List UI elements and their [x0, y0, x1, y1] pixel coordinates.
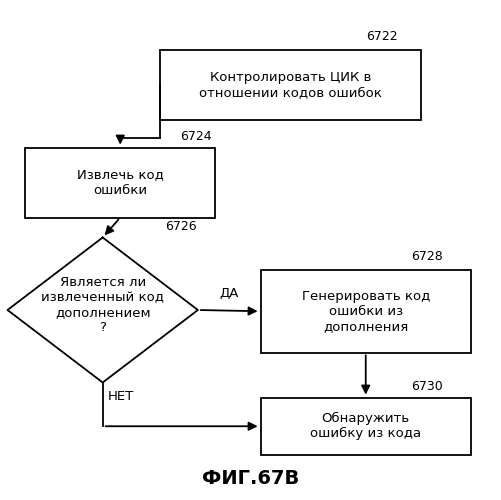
Text: 6728: 6728 — [411, 250, 442, 264]
Text: ДА: ДА — [219, 287, 239, 300]
Text: Извлечь код
ошибки: Извлечь код ошибки — [77, 168, 164, 196]
Text: Контролировать ЦИК в
отношении кодов ошибок: Контролировать ЦИК в отношении кодов оши… — [199, 71, 382, 99]
FancyBboxPatch shape — [261, 398, 471, 455]
Text: 6730: 6730 — [411, 380, 442, 392]
FancyBboxPatch shape — [160, 50, 421, 120]
Text: 6726: 6726 — [165, 220, 197, 232]
Text: 6724: 6724 — [180, 130, 212, 142]
Text: ФИГ.67В: ФИГ.67В — [202, 468, 299, 487]
Text: Генерировать код
ошибки из
дополнения: Генерировать код ошибки из дополнения — [302, 290, 430, 333]
FancyBboxPatch shape — [25, 148, 215, 218]
Text: НЕТ: НЕТ — [108, 390, 134, 403]
FancyBboxPatch shape — [261, 270, 471, 352]
Text: Является ли
извлеченный код
дополнением
?: Является ли извлеченный код дополнением … — [41, 276, 164, 334]
Text: Обнаружить
ошибку из кода: Обнаружить ошибку из кода — [310, 412, 421, 440]
Text: 6722: 6722 — [366, 30, 397, 43]
